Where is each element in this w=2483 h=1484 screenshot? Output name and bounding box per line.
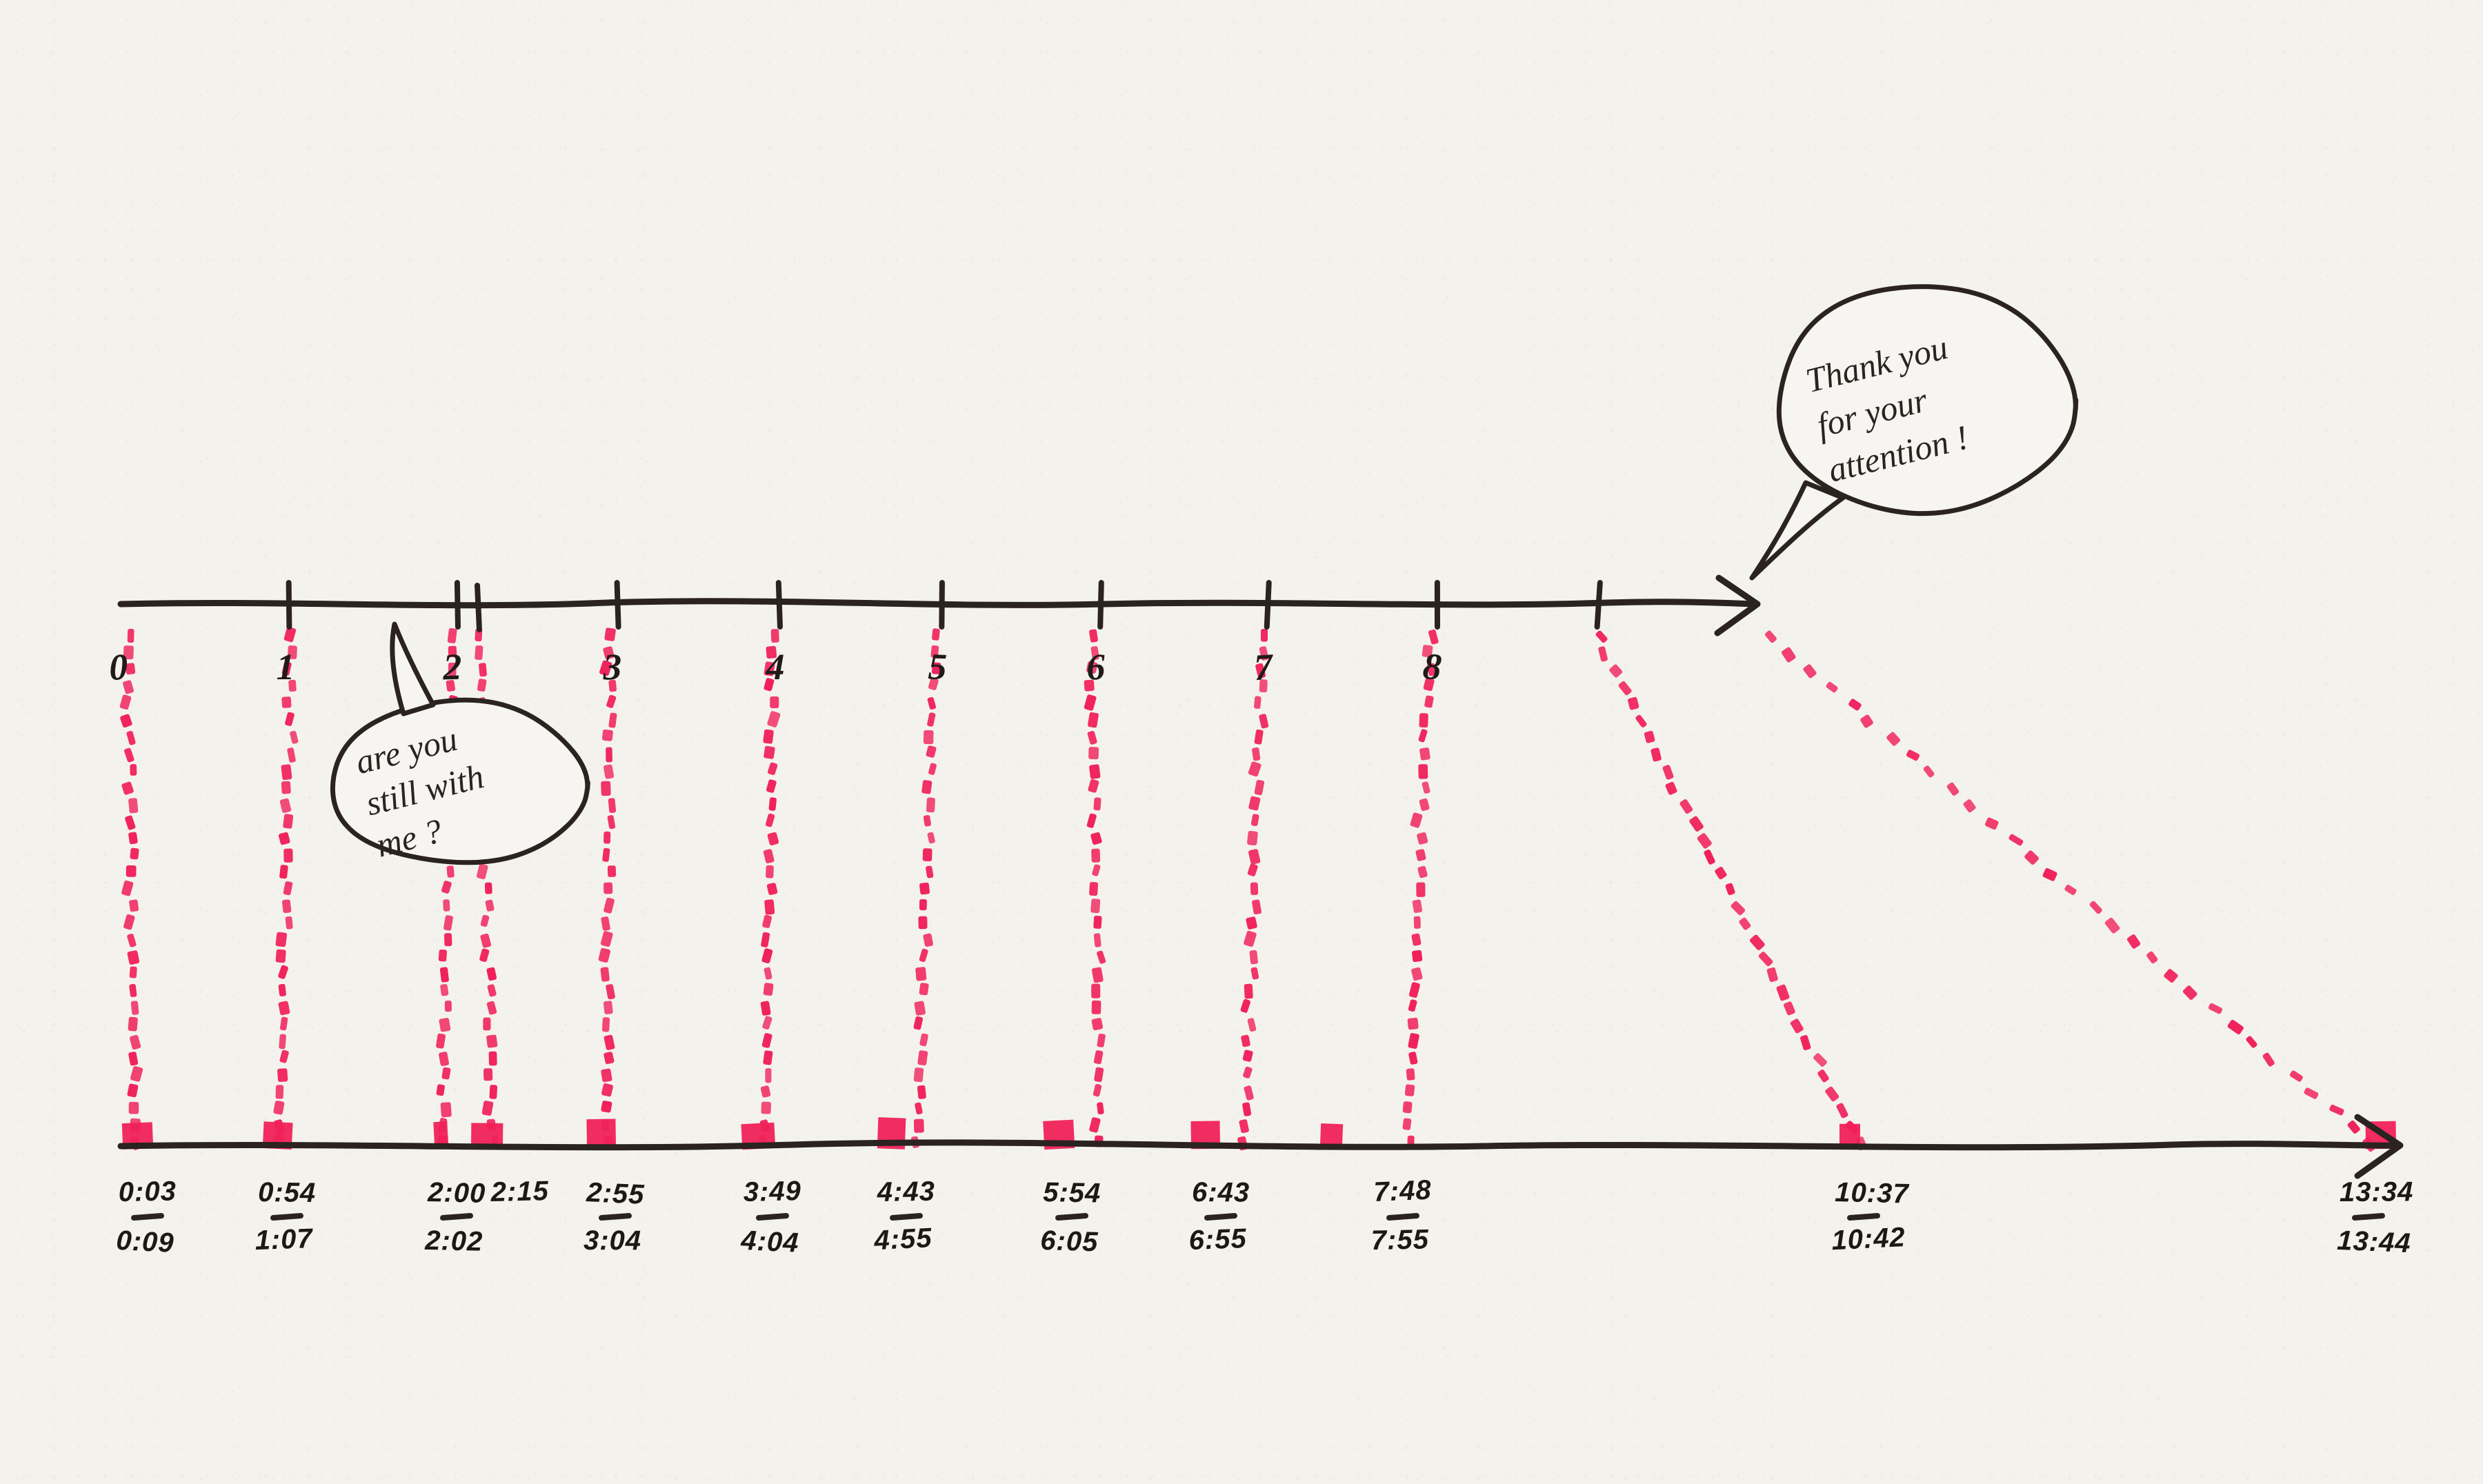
top-axis-line: [117, 598, 1759, 609]
top-axis-group: 0 1 2 3 4 5 6 7 8: [108, 574, 1761, 688]
top-axis-number: 8: [1422, 645, 1442, 688]
clock-range-dash: [1847, 1213, 1880, 1221]
connector-6: [1084, 629, 1106, 1147]
clock-range-label: 6:43 6:55: [1188, 1177, 1250, 1256]
connector-5: [910, 628, 941, 1148]
clock-range-dash: [2352, 1213, 2385, 1221]
clock-range-dash: [756, 1213, 789, 1221]
top-axis-number: 3: [602, 646, 622, 688]
clock-range-end: 6:05: [1040, 1225, 1099, 1258]
top-axis-tick: [454, 580, 461, 630]
top-axis-number: 1: [276, 646, 295, 688]
clock-range-start: 7:48: [1373, 1175, 1433, 1207]
connector-8: [1402, 629, 1439, 1148]
top-axis-ticks: [286, 580, 1603, 632]
top-axis-number: 7: [1253, 645, 1275, 688]
clock-range-label: 2:55 3:04: [584, 1177, 646, 1256]
bottom-axis-line: [117, 1139, 2402, 1151]
bubble-tail: [390, 621, 436, 716]
clock-range-dash: [270, 1213, 303, 1221]
connector-1: [272, 627, 299, 1147]
top-axis-tick-extra: [475, 583, 482, 632]
connector-0: [119, 628, 143, 1150]
clock-range-start: 13:34: [2340, 1176, 2414, 1207]
clock-range-dash: [1204, 1213, 1237, 1221]
clock-range-dash: [599, 1213, 632, 1221]
clock-range-label: 5:54 6:05: [1040, 1177, 1101, 1257]
clock-marks-layer: [121, 1117, 2397, 1150]
top-axis-number: 4: [765, 646, 784, 688]
clock-range-end: 13:44: [2337, 1225, 2412, 1259]
clock-range-start: 2:00: [427, 1177, 486, 1209]
clock-range-start: 2:15: [490, 1176, 549, 1207]
clock-range-dash: [131, 1213, 164, 1221]
clock-range-dash: [1055, 1213, 1088, 1221]
clock-range-dash: [1386, 1213, 1419, 1221]
clock-range-dash: [440, 1213, 473, 1221]
bubble-outline: [1776, 284, 2079, 517]
bottom-axis-arrowhead: [2354, 1114, 2404, 1179]
bottom-axis-group: [117, 1114, 2404, 1179]
top-axis-number: 0: [108, 646, 129, 688]
clock-range-label: 13:34 13:44: [2337, 1176, 2414, 1259]
connector-10: [1764, 630, 2376, 1152]
top-axis-tick: [614, 580, 621, 630]
connector-3: [598, 628, 617, 1150]
clock-range-end: 4:55: [872, 1223, 933, 1256]
clock-mark: [1319, 1123, 1344, 1150]
bubble-tail: [1749, 480, 1846, 581]
top-axis-tick: [1264, 580, 1272, 630]
clock-range-start: 10:37: [1835, 1177, 1910, 1210]
top-axis-tick: [1594, 580, 1603, 630]
connector-4: [758, 629, 781, 1149]
clock-range-end: 7:55: [1370, 1224, 1429, 1256]
clock-range-start: 0:54: [258, 1177, 317, 1208]
clock-range-label: 3:49 4:04: [739, 1176, 801, 1259]
connector-9: [1595, 630, 1867, 1151]
clock-mark: [1839, 1123, 1861, 1150]
clock-range-labels: 0:03 0:09 0:54 1:07 2:00 2:022:15 2:55 3:04 3:49…: [115, 1175, 2413, 1259]
clock-mark: [433, 1121, 449, 1150]
clock-range-end: 4:04: [739, 1225, 799, 1259]
clock-range-label: 0:54 1:07: [255, 1177, 317, 1256]
clock-range-label: 0:03 0:09: [115, 1176, 177, 1259]
top-axis-arrowhead: [1714, 574, 1761, 636]
clock-range-start: 0:03: [118, 1176, 177, 1207]
top-axis-number: 6: [1086, 646, 1106, 688]
clock-range-label: 2:15: [490, 1176, 549, 1207]
clock-mark: [1190, 1121, 1221, 1150]
top-axis-number-labels: 0 1 2 3 4 5 6 7 8: [108, 645, 1443, 688]
clock-range-end: 0:09: [115, 1225, 174, 1259]
clock-range-end: 3:04: [584, 1225, 641, 1256]
clock-range-end: 2:02: [424, 1225, 483, 1257]
clock-range-start: 3:49: [743, 1176, 801, 1207]
clock-range-end: 6:55: [1188, 1223, 1248, 1256]
clock-mark: [470, 1123, 503, 1150]
clock-range-label: 4:43 4:55: [872, 1176, 935, 1256]
clock-range-start: 2:55: [585, 1177, 645, 1210]
clock-range-label: 10:37 10:42: [1831, 1177, 1909, 1256]
top-axis-number: 2: [442, 646, 462, 688]
bubble-outline: [330, 697, 590, 865]
clock-range-dash: [890, 1213, 923, 1221]
connector-7: [1237, 628, 1269, 1151]
clock-range-start: 5:54: [1043, 1177, 1101, 1209]
top-axis-tick: [775, 580, 783, 630]
clock-mark: [586, 1119, 617, 1150]
clock-range-start: 6:43: [1192, 1177, 1250, 1208]
top-axis-tick: [939, 580, 945, 630]
clock-range-end: 1:07: [255, 1223, 314, 1256]
top-axis-tick: [286, 580, 292, 630]
clock-range-end: 10:42: [1831, 1222, 1906, 1256]
clock-range-start: 4:43: [876, 1176, 935, 1207]
top-axis-number: 5: [928, 645, 948, 688]
clock-range-label: 2:00 2:02: [424, 1177, 486, 1257]
top-axis-tick: [1097, 580, 1104, 630]
clock-range-label: 7:48 7:55: [1370, 1175, 1432, 1256]
